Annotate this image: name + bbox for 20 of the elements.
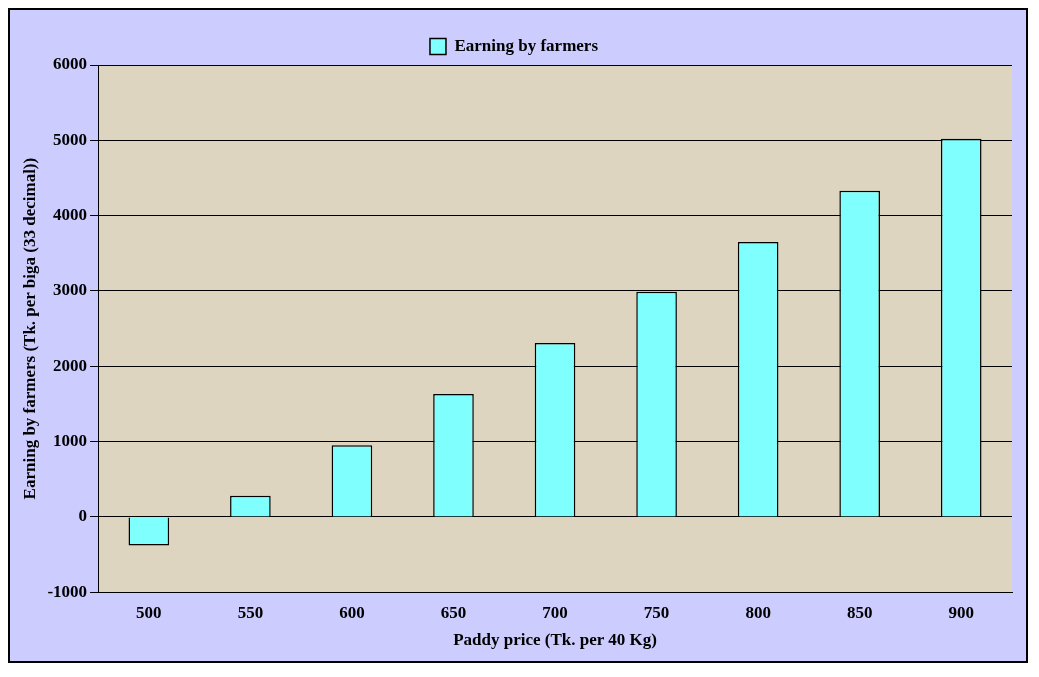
y-tick-label: 1000 bbox=[53, 430, 88, 450]
y-tick-label: 5000 bbox=[53, 129, 88, 149]
y-tick-label: 2000 bbox=[53, 355, 88, 375]
y-tick-label: -1000 bbox=[47, 581, 88, 601]
y-tick-label: 3000 bbox=[53, 280, 88, 300]
x-tick-label: 850 bbox=[846, 602, 873, 622]
y-tick-label: 4000 bbox=[53, 205, 88, 225]
y-tick-label: 0 bbox=[78, 506, 88, 526]
y-tick-label: 6000 bbox=[53, 54, 88, 74]
x-tick-label: 900 bbox=[948, 602, 974, 622]
x-tick-label: 650 bbox=[440, 602, 467, 622]
x-tick-label: 600 bbox=[339, 602, 365, 622]
x-tick-label: 550 bbox=[237, 602, 264, 622]
y-axis-title: Earning by farmers (Tk. per biga (33 decimal)) bbox=[19, 157, 39, 500]
legend-label: Earning by farmers bbox=[454, 35, 599, 55]
x-tick-label: 700 bbox=[542, 602, 568, 622]
x-tick-label: 500 bbox=[136, 602, 162, 622]
x-axis-title: Paddy price (Tk. per 40 Kg) bbox=[453, 630, 657, 650]
x-tick-label: 800 bbox=[745, 602, 771, 622]
x-tick-label: 750 bbox=[643, 602, 670, 622]
